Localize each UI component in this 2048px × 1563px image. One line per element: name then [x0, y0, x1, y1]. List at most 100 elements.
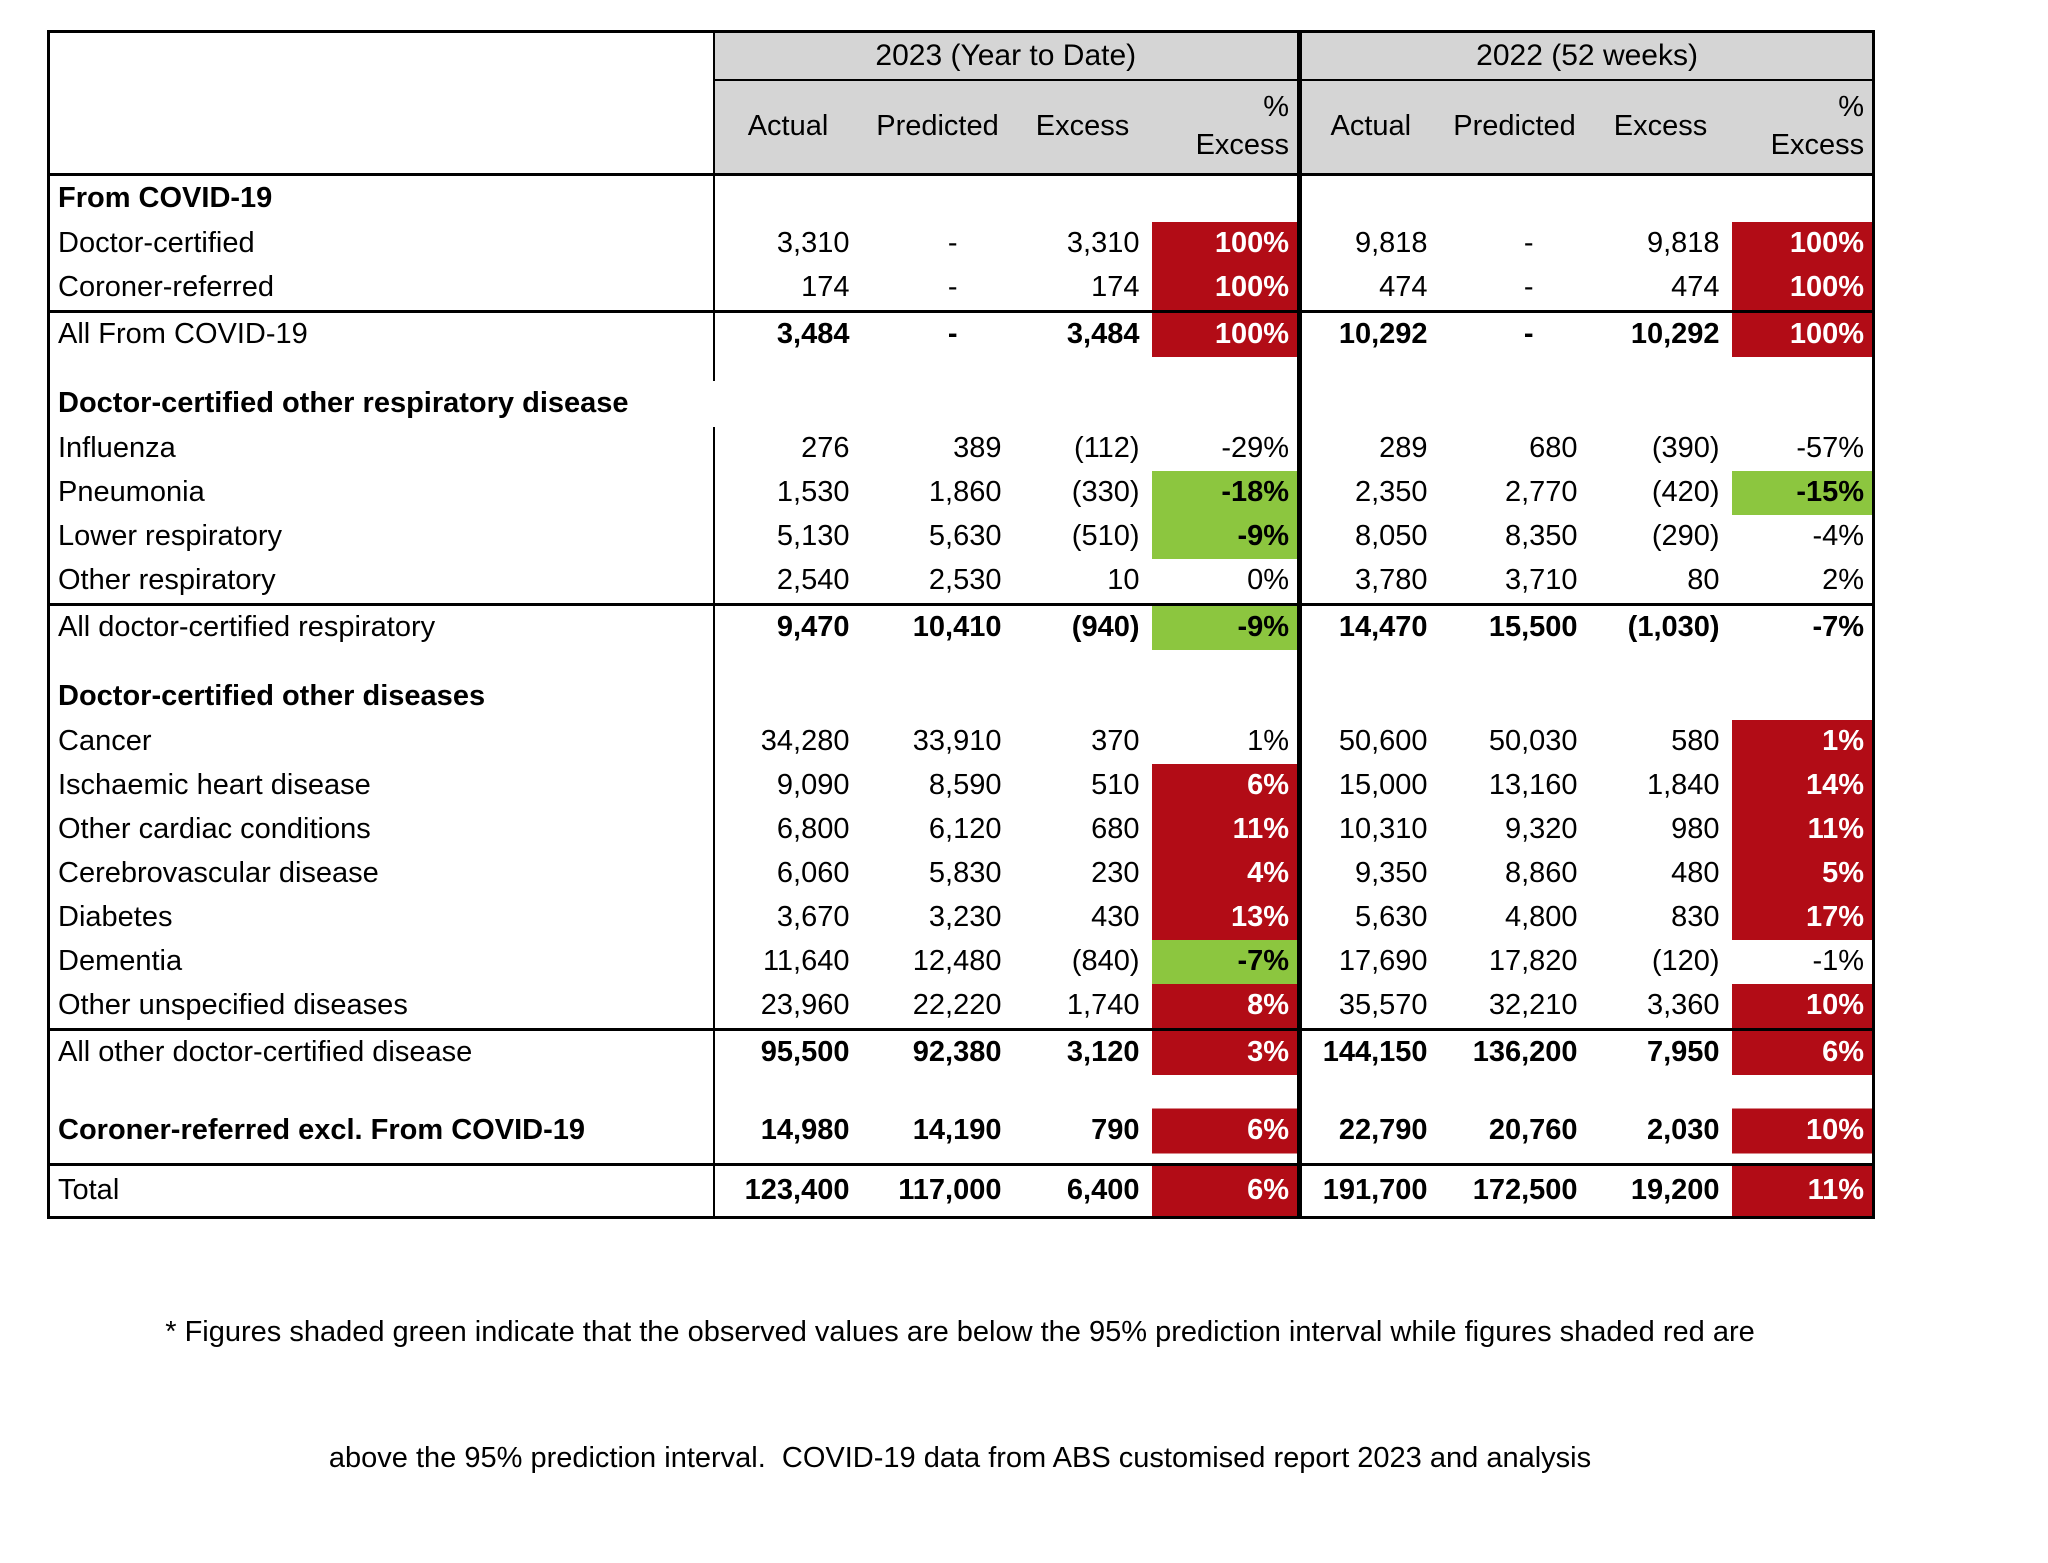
column-header-row: Actual Predicted Excess % Excess Actual P… — [49, 80, 1874, 176]
cell-2023-pct-excess: -7% — [1151, 940, 1303, 984]
row-label: Doctor-certified — [48, 222, 715, 266]
column-header-pct-excess-2023: % Excess — [1151, 80, 1303, 176]
table-row: Cerebrovascular disease 6,060 5,830 230 4% 9,… — [48, 852, 1874, 896]
cell-2022-actual: 3,780 — [1354, 564, 1428, 597]
table-row: Lower respiratory 5,130 5,630 (510) -9% 8,050… — [48, 515, 1874, 559]
cell-2023-pct-excess: -18% — [1151, 471, 1303, 515]
cell-2023-pct-excess — [1151, 1075, 1303, 1099]
cell-2022-pct-excess: -15% — [1731, 471, 1874, 515]
cell-2023-pct-excess: 11% — [1151, 808, 1303, 852]
cell-2022-predicted: 680 — [1529, 432, 1578, 465]
cell-2023-actual: 1,530 — [776, 476, 850, 509]
cell-2022-actual: 144,150 — [1299, 1028, 1440, 1075]
cell-2022-actual: 10,310 — [1338, 813, 1428, 846]
cell-2023-actual: 3,310 — [776, 227, 850, 260]
cell-2023-actual: 5,130 — [776, 520, 850, 553]
cell-2023-excess: (840) — [1071, 945, 1140, 978]
cell-2023-excess — [1014, 381, 1152, 427]
cell-2022-predicted — [1440, 357, 1590, 381]
cell-2023-excess: 6,400 — [1013, 1163, 1152, 1218]
cell-2022-actual — [1300, 381, 1440, 427]
cell-2022-actual: 474 — [1379, 271, 1428, 304]
cell-2022-excess: 830 — [1671, 901, 1720, 934]
row-label — [48, 1075, 715, 1099]
cell-2022-predicted: - — [1523, 271, 1534, 304]
cell-2023-excess — [1014, 175, 1152, 223]
cell-2023-excess: 230 — [1091, 857, 1140, 890]
cell-2022-actual: 17,690 — [1338, 945, 1428, 978]
cell-2023-predicted: - — [861, 310, 1014, 357]
cell-2023-actual: 9,090 — [776, 769, 850, 802]
cell-2022-predicted: 8,350 — [1504, 520, 1578, 553]
cell-2023-actual — [714, 674, 862, 720]
cell-2022-predicted: 9,320 — [1504, 813, 1578, 846]
cell-2022-excess — [1590, 650, 1732, 674]
cell-2022-pct-excess: -7% — [1731, 603, 1874, 650]
row-label: Dementia — [48, 940, 715, 984]
cell-2023-pct-excess: -9% — [1151, 603, 1303, 650]
cell-2022-pct-excess — [1732, 650, 1874, 674]
cell-2023-actual: 6,800 — [776, 813, 850, 846]
cell-2023-excess: 10 — [1107, 564, 1140, 597]
cell-2022-excess: 3,360 — [1646, 989, 1720, 1022]
cell-2023-pct-excess: 6% — [1151, 764, 1303, 808]
cell-2023-actual: 2,540 — [776, 564, 850, 597]
cell-2023-actual: 3,670 — [776, 901, 850, 934]
cell-2022-actual: 191,700 — [1299, 1163, 1440, 1218]
cell-2022-excess — [1590, 175, 1732, 223]
cell-2022-excess: 474 — [1671, 271, 1720, 304]
cell-2022-predicted: 13,160 — [1488, 769, 1578, 802]
cell-2023-predicted: 12,480 — [912, 945, 1002, 978]
section-header-row: Doctor-certified other diseases — [48, 674, 1874, 720]
cell-2023-predicted: 5,830 — [928, 857, 1002, 890]
cell-2023-actual: 23,960 — [760, 989, 850, 1022]
cell-2022-actual — [1300, 175, 1440, 223]
cell-2023-excess — [1014, 357, 1152, 381]
cell-2023-actual — [714, 175, 862, 223]
cell-2023-pct-excess: 100% — [1151, 266, 1303, 312]
cell-2022-excess: 9,818 — [1646, 227, 1720, 260]
cell-2023-predicted: 22,220 — [912, 989, 1002, 1022]
cell-2023-predicted: 10,410 — [861, 603, 1014, 650]
cell-2022-actual: 14,470 — [1299, 603, 1440, 650]
cell-2022-predicted: 32,210 — [1488, 989, 1578, 1022]
cell-2023-pct-excess — [1151, 174, 1303, 222]
cell-2023-predicted: 117,000 — [861, 1163, 1014, 1218]
cell-2023-pct-excess — [1151, 381, 1303, 427]
year-header-row: 2023 (Year to Date) 2022 (52 weeks) — [48, 31, 1874, 176]
cell-2023-pct-excess — [1151, 357, 1303, 381]
cell-2023-actual: 9,470 — [713, 603, 862, 650]
column-header-predicted-2022: Predicted — [1439, 80, 1590, 176]
cell-2022-pct-excess: 10% — [1731, 1099, 1874, 1165]
cell-2023-actual: 276 — [801, 432, 850, 465]
cell-2023-predicted — [862, 381, 1014, 427]
cell-2023-predicted — [862, 357, 1014, 381]
cell-2022-pct-excess: 10% — [1731, 984, 1874, 1030]
cell-2022-predicted — [1440, 175, 1590, 223]
cell-2023-predicted: 8,590 — [928, 769, 1002, 802]
cell-2022-actual: 35,570 — [1338, 989, 1428, 1022]
table-row: All doctor-certified respiratory 9,470 10,… — [48, 603, 1874, 650]
cell-2022-excess: 19,200 — [1589, 1163, 1732, 1218]
cell-2023-pct-excess: 100% — [1151, 310, 1303, 357]
cell-2023-excess: (510) — [1071, 520, 1140, 553]
cell-2023-actual: 174 — [801, 271, 850, 304]
cell-2023-excess: 370 — [1091, 725, 1140, 758]
cell-2022-pct-excess: 1% — [1731, 720, 1874, 764]
cell-2022-pct-excess: 6% — [1731, 1028, 1874, 1075]
cell-2022-predicted: 15,500 — [1439, 603, 1590, 650]
table-row: Coroner-referred excl. From COVID-19 14,9… — [48, 1099, 1874, 1165]
row-label: Other cardiac conditions — [48, 808, 715, 852]
cell-2023-excess: 3,310 — [1066, 227, 1140, 260]
row-label — [48, 650, 715, 674]
spacer-row — [48, 650, 1874, 674]
section-header-row: Doctor-certified other respiratory disea… — [49, 381, 1874, 427]
cell-2022-pct-excess: -57% — [1796, 432, 1865, 465]
cell-2023-predicted: 92,380 — [861, 1028, 1014, 1075]
cell-2022-actual: 2,350 — [1354, 476, 1428, 509]
cell-2023-excess: 430 — [1091, 901, 1140, 934]
section-label: Doctor-certified other respiratory disea… — [58, 387, 629, 420]
cell-2022-predicted — [1440, 674, 1590, 720]
cell-2022-predicted: 136,200 — [1439, 1028, 1590, 1075]
table-row: Other respiratory 2,540 2,530 10 0% 3,780 3,71… — [48, 559, 1874, 605]
